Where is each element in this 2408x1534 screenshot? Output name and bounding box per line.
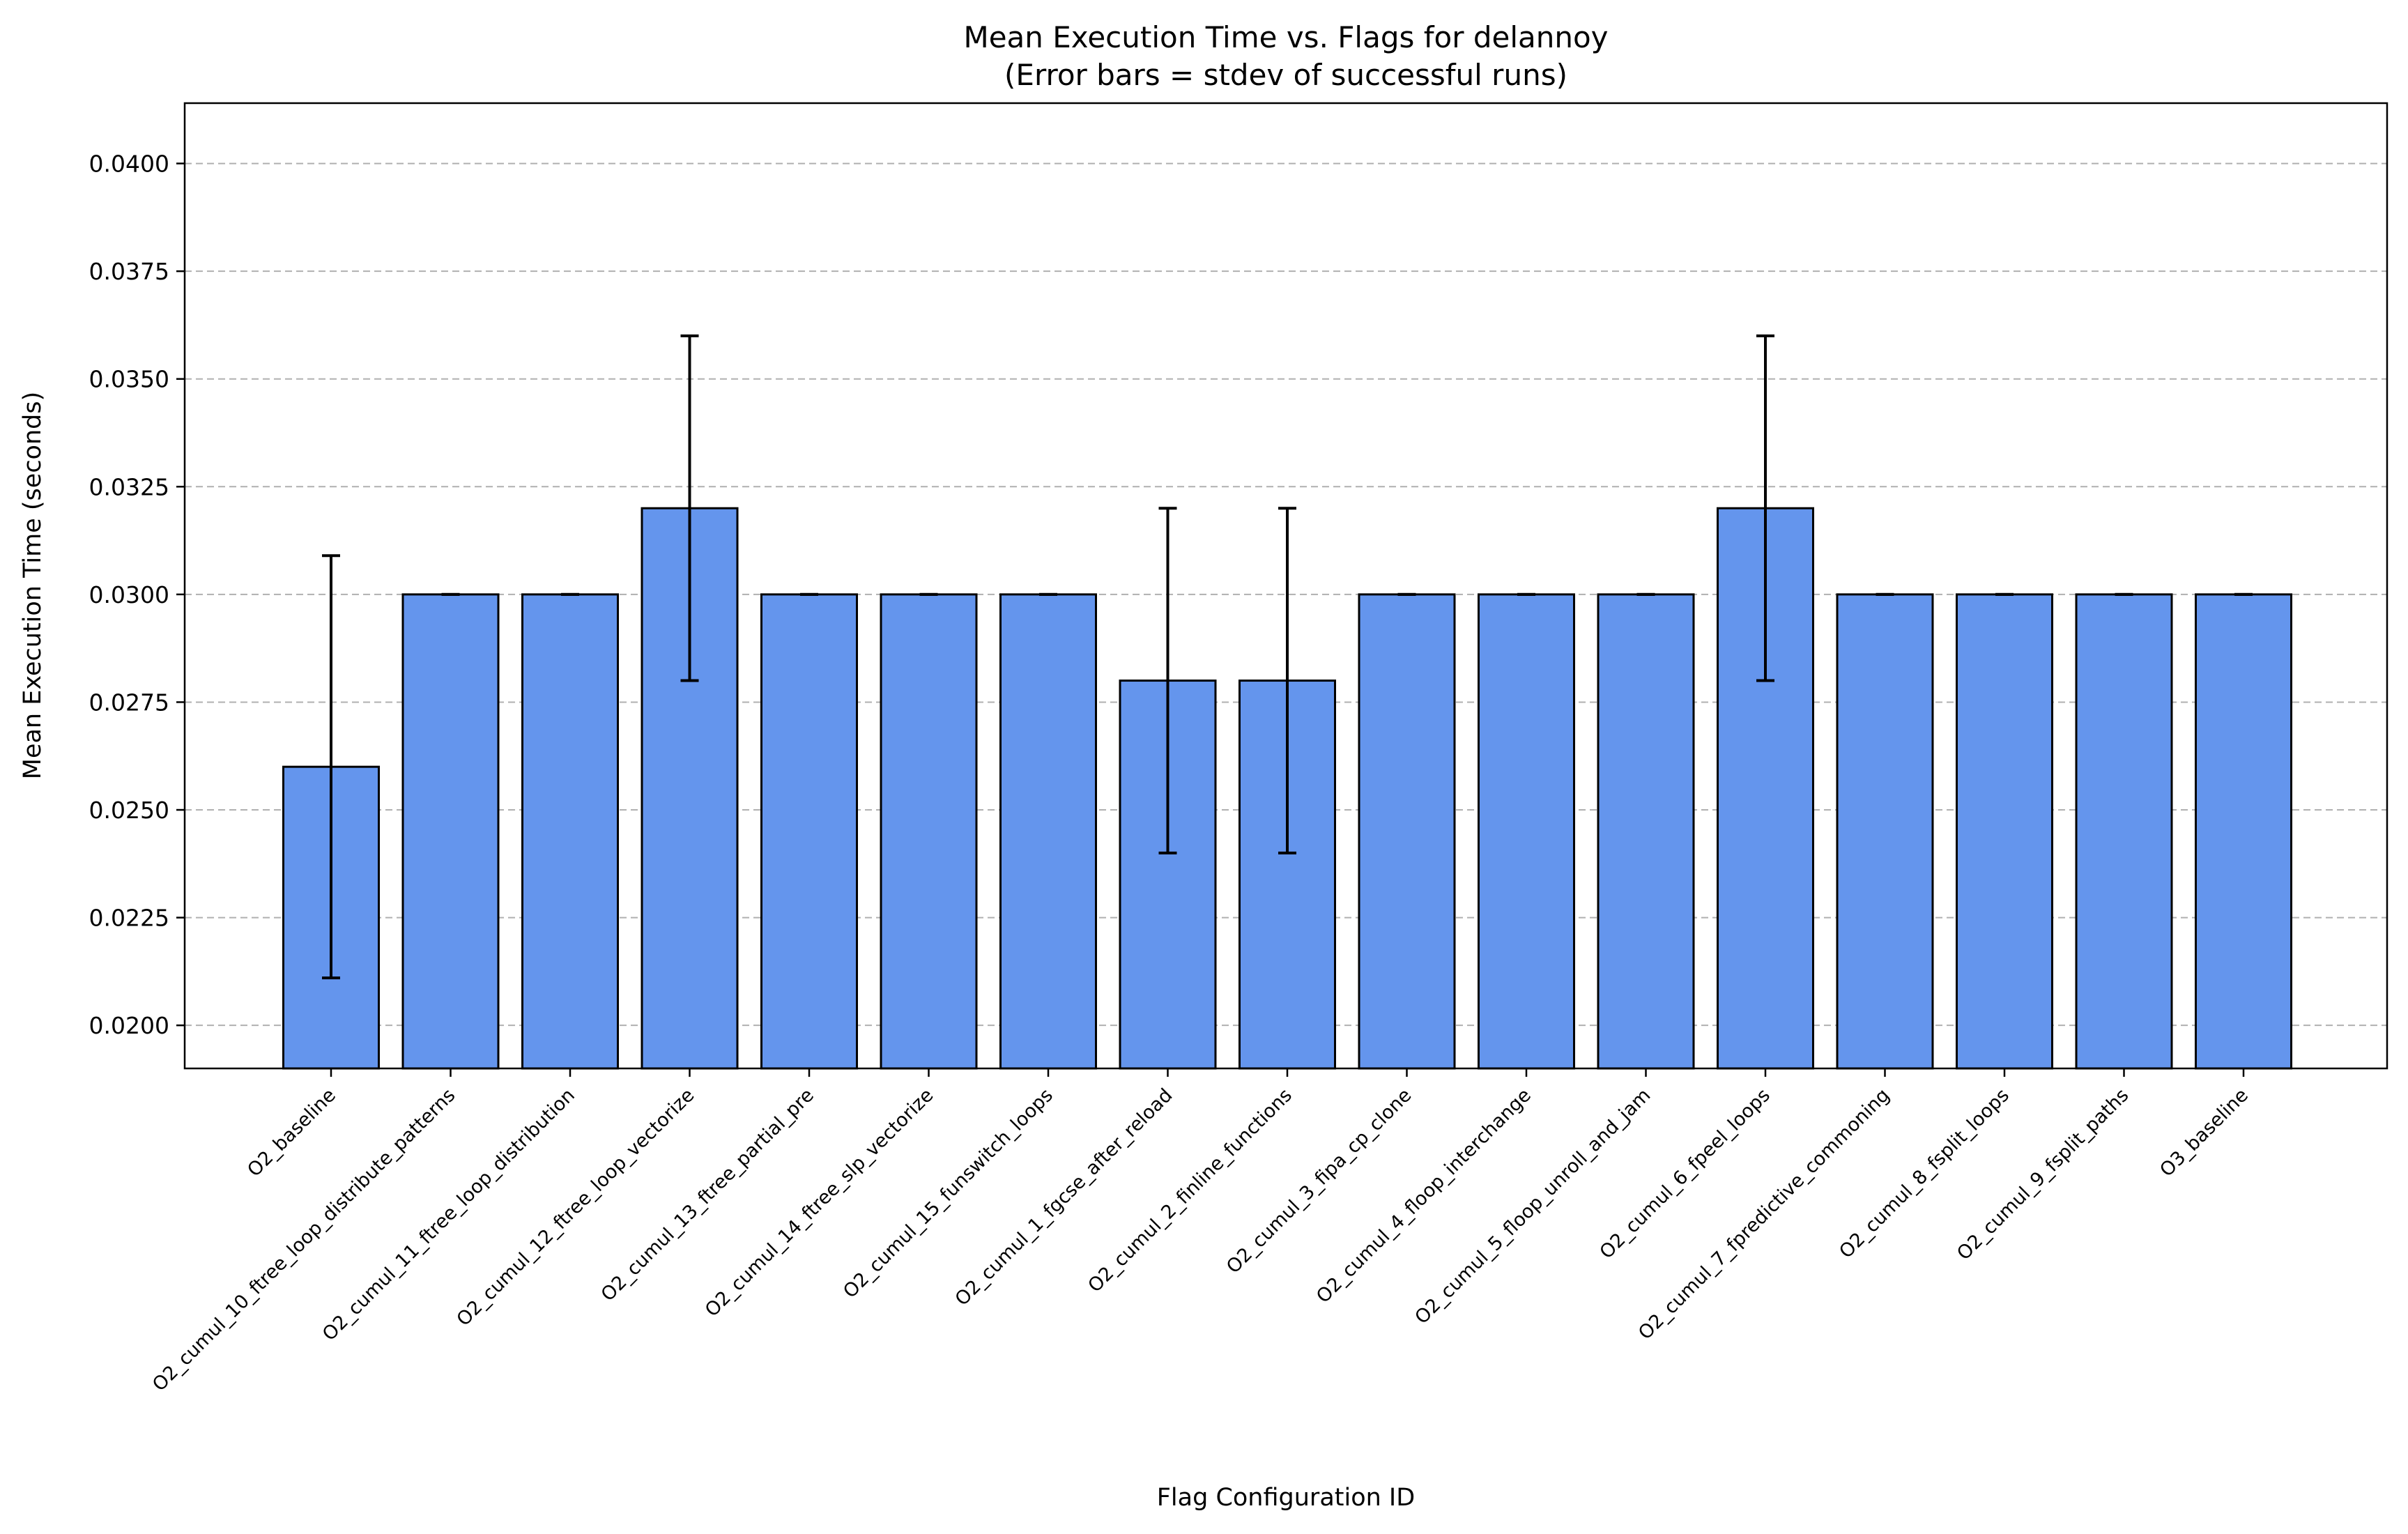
y-tick-label: 0.0275 — [89, 689, 169, 716]
bar — [521, 593, 619, 1070]
chart-title: Mean Execution Time vs. Flags for delann… — [963, 20, 1608, 54]
y-tick-label: 0.0225 — [89, 905, 169, 932]
error-bars — [322, 334, 2253, 980]
y-tick-label: 0.0200 — [89, 1012, 169, 1039]
chart-subtitle: (Error bars = stdev of successful runs) — [1004, 58, 1567, 92]
bar — [1956, 593, 2053, 1070]
bar — [999, 593, 1097, 1070]
bar — [2075, 593, 2173, 1070]
bar — [880, 593, 978, 1070]
bar — [1478, 593, 1575, 1070]
bar — [2195, 593, 2292, 1070]
bar — [1836, 593, 1934, 1070]
y-axis-ticks: 0.0200 0.0225 0.0250 0.0275 0.0300 0.0325 0.03… — [89, 151, 185, 1039]
bar — [1597, 593, 1695, 1070]
bar — [401, 593, 500, 1070]
y-tick-label: 0.0300 — [89, 581, 169, 608]
y-axis-label: Mean Execution Time (seconds) — [19, 392, 47, 780]
y-tick-label: 0.0400 — [89, 151, 169, 178]
y-tick-label: 0.0350 — [89, 366, 169, 393]
x-axis-label: Flag Configuration ID — [1157, 1484, 1415, 1512]
bar — [760, 593, 858, 1070]
y-tick-label: 0.0325 — [89, 473, 169, 500]
y-tick-label: 0.0250 — [89, 797, 169, 824]
bar — [1358, 593, 1456, 1070]
y-tick-label: 0.0375 — [89, 258, 169, 285]
plot-area-frame — [183, 102, 2388, 1070]
